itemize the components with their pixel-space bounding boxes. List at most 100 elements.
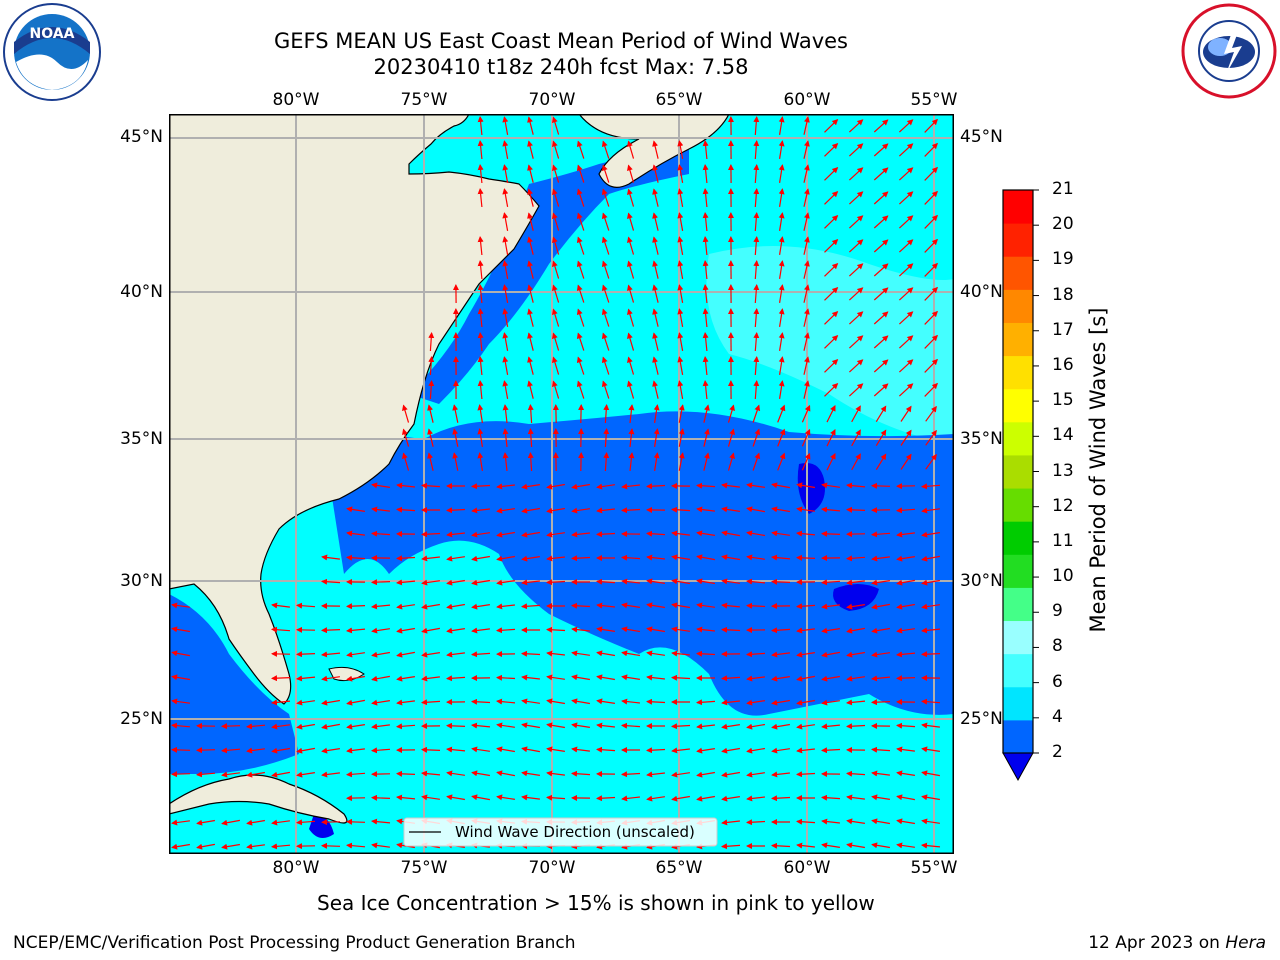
wave-direction-arrow <box>826 405 836 423</box>
lon-label-bottom-80w: 80°W <box>272 858 320 878</box>
wave-direction-arrow <box>477 140 484 160</box>
wave-direction-arrow <box>824 167 839 181</box>
wave-direction-arrow <box>771 795 791 802</box>
wave-direction-arrow <box>896 603 915 610</box>
wave-direction-arrow <box>824 263 839 277</box>
wave-direction-arrow <box>796 771 816 778</box>
wave-direction-arrow <box>452 452 459 471</box>
colorbar-tick-label: 10 <box>1052 566 1074 587</box>
wave-direction-arrow <box>871 675 891 682</box>
wave-direction-arrow <box>821 842 840 849</box>
wave-direction-arrow <box>921 555 941 562</box>
wave-direction-arrow <box>471 770 490 777</box>
wave-direction-arrow <box>601 140 610 159</box>
colorbar-band <box>1003 388 1033 423</box>
lat-label-right-35n: 35°N <box>960 429 1003 449</box>
wave-direction-arrow <box>873 143 889 157</box>
wave-direction-arrow <box>821 794 841 801</box>
wave-direction-arrow <box>778 140 785 159</box>
wave-direction-arrow <box>696 699 716 706</box>
wave-direction-arrow <box>796 554 816 561</box>
wave-direction-arrow <box>771 651 790 658</box>
wave-direction-arrow <box>753 188 760 208</box>
wave-direction-arrow <box>452 404 459 423</box>
wave-direction-arrow <box>496 579 515 586</box>
wave-direction-arrow <box>821 675 840 682</box>
wave-direction-arrow <box>921 722 940 729</box>
wave-direction-arrow <box>601 236 610 255</box>
wave-direction-arrow <box>551 380 560 399</box>
wave-direction-arrow <box>627 140 635 159</box>
wave-direction-arrow <box>721 699 740 706</box>
wave-direction-arrow <box>778 188 785 207</box>
wave-direction-arrow <box>601 164 610 183</box>
wave-direction-arrow <box>873 311 889 325</box>
wave-direction-arrow <box>671 578 690 585</box>
wave-direction-arrow <box>452 428 459 447</box>
wave-direction-arrow <box>921 603 940 610</box>
wave-direction-arrow <box>502 404 509 423</box>
wave-direction-arrow <box>446 794 465 801</box>
wave-direction-arrow <box>721 723 740 730</box>
wave-direction-arrow <box>571 483 590 490</box>
wave-direction-arrow <box>496 627 516 634</box>
wave-direction-arrow <box>925 405 937 422</box>
wave-direction-arrow <box>346 771 366 778</box>
wave-direction-arrow <box>396 627 415 634</box>
wave-direction-arrow <box>502 164 509 184</box>
wave-direction-arrow <box>477 332 484 352</box>
wave-direction-arrow <box>671 747 690 754</box>
wave-direction-arrow <box>778 380 785 399</box>
wave-direction-arrow <box>703 404 710 423</box>
wave-direction-arrow <box>471 627 490 634</box>
wave-direction-arrow <box>321 771 340 778</box>
credit-left: NCEP/EMC/Verification Post Processing Pr… <box>13 933 576 953</box>
wave-direction-arrow <box>652 212 659 231</box>
wave-direction-arrow <box>746 530 765 537</box>
wave-direction-arrow <box>477 260 484 280</box>
wave-direction-arrow <box>924 334 939 349</box>
wave-direction-arrow <box>502 452 509 471</box>
wave-direction-arrow <box>678 404 685 423</box>
wave-direction-arrow <box>396 555 416 562</box>
wave-direction-arrow <box>848 191 864 205</box>
wave-direction-arrow <box>596 698 615 705</box>
wave-direction-arrow <box>921 531 940 538</box>
wave-direction-arrow <box>871 699 891 706</box>
wave-direction-arrow <box>677 188 684 208</box>
wave-direction-arrow <box>753 332 760 352</box>
wave-direction-arrow <box>171 722 191 729</box>
wave-direction-arrow <box>646 626 665 633</box>
wave-direction-arrow <box>421 675 440 682</box>
wave-direction-arrow <box>627 260 635 279</box>
wave-direction-arrow <box>521 746 541 753</box>
wave-direction-arrow <box>371 482 390 489</box>
colorbar-band <box>1003 653 1033 688</box>
wave-direction-arrow <box>652 356 659 375</box>
wave-direction-arrow <box>527 164 534 183</box>
wave-direction-arrow <box>848 359 864 373</box>
wave-direction-arrow <box>778 260 785 279</box>
wave-direction-arrow <box>871 818 890 825</box>
wave-direction-arrow <box>546 746 565 753</box>
lon-label-top-75w: 75°W <box>400 90 448 110</box>
wave-direction-arrow <box>471 579 490 586</box>
wave-direction-arrow <box>824 335 839 349</box>
wave-direction-arrow <box>702 308 709 328</box>
wave-direction-arrow <box>596 602 615 609</box>
wave-direction-arrow <box>546 722 565 729</box>
wave-direction-arrow <box>821 818 840 825</box>
wave-direction-arrow <box>621 483 640 490</box>
wave-direction-arrow <box>346 554 366 561</box>
wave-direction-arrow <box>521 698 540 705</box>
wave-direction-arrow <box>777 452 786 471</box>
wave-direction-arrow <box>576 188 585 207</box>
wave-direction-arrow <box>702 380 709 400</box>
wave-direction-arrow <box>851 405 861 423</box>
wave-direction-arrow <box>551 284 560 303</box>
wave-direction-arrow <box>402 428 410 447</box>
wave-direction-arrow <box>446 675 466 682</box>
wave-direction-arrow <box>921 770 941 777</box>
wave-direction-arrow <box>551 308 560 327</box>
lon-label-bottom-60w: 60°W <box>783 858 831 878</box>
